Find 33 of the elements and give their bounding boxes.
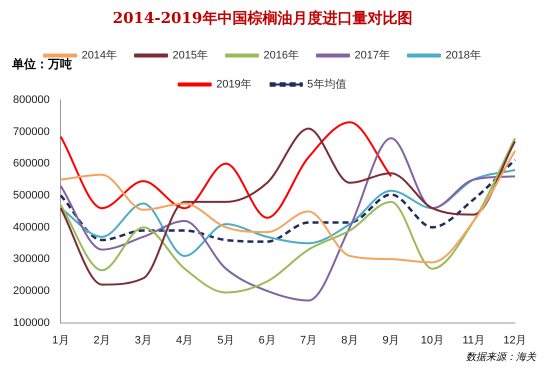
y-tick-label: 100000 — [12, 316, 50, 329]
y-tick-label: 300000 — [12, 253, 50, 266]
legend-label: 2017年 — [354, 50, 390, 62]
legend-label: 2019年 — [216, 78, 252, 91]
x-tick-label: 4月 — [176, 334, 194, 346]
legend-label: 2015年 — [172, 50, 208, 62]
x-tick-label: 8月 — [341, 334, 358, 346]
x-tick-label: 2月 — [93, 334, 111, 346]
x-tick-label: 3月 — [134, 334, 152, 346]
x-tick-label: 7月 — [300, 334, 318, 346]
x-tick-label: 12月 — [503, 334, 527, 346]
x-tick-label: 5月 — [217, 334, 234, 346]
chart-title: 2014-2019年中国棕榈油月度进口量对比图 — [112, 8, 412, 27]
y-tick-label: 200000 — [12, 285, 50, 298]
x-tick-label: 11月 — [462, 334, 485, 346]
y-tick-label: 500000 — [12, 190, 50, 202]
text: 单位：万吨 — [12, 56, 72, 73]
line-series — [60, 121, 392, 219]
x-tick-label: 1月 — [52, 334, 70, 346]
y-tick-label: 800000 — [12, 94, 50, 106]
y-tick-label: 700000 — [12, 126, 50, 138]
legend-label: 5年均值 — [307, 78, 346, 91]
x-tick-label: 10月 — [420, 334, 444, 346]
y-tick-label: 400000 — [12, 221, 50, 234]
legend-label: 2014年 — [82, 50, 118, 62]
y-tick-label: 600000 — [12, 158, 50, 170]
x-tick-label: 6月 — [258, 334, 276, 346]
x-tick-label: 9月 — [382, 334, 400, 346]
line-series — [59, 158, 516, 243]
line-series — [60, 150, 516, 264]
legend-label: 2016年 — [264, 50, 299, 62]
source-note: 数据来源：海关 — [466, 350, 536, 364]
legend-label: 2018年 — [445, 50, 481, 62]
